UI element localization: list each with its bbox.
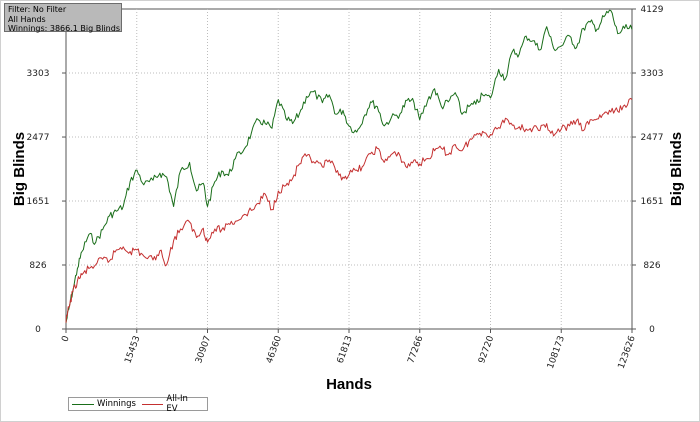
x-tick-label: 108173	[546, 335, 567, 371]
x-tick-label: 123626	[617, 334, 638, 370]
x-tick-label: 30907	[194, 335, 213, 365]
y-tick-label-right: 0	[649, 325, 655, 335]
y-tick-label-left: 2477	[27, 133, 50, 143]
legend-swatch-allin-ev	[141, 403, 164, 405]
filter-text: Filter: No Filter	[8, 5, 67, 14]
winnings-text: Winnings: 3866.1 Big Blinds	[8, 24, 120, 34]
legend-item-winnings: Winnings	[72, 399, 136, 409]
x-axis-ticks: 0 15453 30907 46360 61813 77266 92720 108173 123…	[60, 329, 638, 371]
y-tick-label-right: 2477	[641, 133, 664, 143]
legend-label-allin-ev: All-In EV	[166, 394, 188, 414]
legend: Winnings All-In EV	[68, 394, 208, 414]
legend-label-winnings: Winnings	[97, 399, 136, 409]
x-tick-label: 61813	[336, 335, 355, 365]
y-axis-title-left: Big Blinds	[11, 132, 28, 206]
y-tick-label-right: 4129	[641, 5, 664, 15]
y-axis-title-right: Big Blinds	[668, 132, 685, 206]
y-tick-label-right: 1651	[641, 197, 664, 207]
legend-item-allin-ev: All-In EV	[141, 394, 201, 414]
y-tick-label-right: 826	[643, 261, 660, 271]
winnings-line	[65, 9, 633, 323]
y-tick-label-left: 1651	[27, 197, 50, 207]
filter-info-box: Filter: No Filter All Hands Winnings: 38…	[4, 3, 122, 34]
x-tick-label: 92720	[477, 334, 496, 365]
grid-lines	[66, 9, 632, 329]
x-tick-label: 77266	[406, 334, 425, 365]
y-tick-label-right: 3303	[641, 69, 664, 79]
y-tick-label-left: 0	[35, 325, 41, 335]
x-tick-label: 15453	[123, 335, 142, 365]
allin-ev-line	[65, 97, 633, 323]
legend-swatch-winnings	[72, 403, 94, 405]
hands-filter-text: All Hands	[8, 14, 46, 24]
x-axis-title: Hands	[326, 376, 372, 393]
x-tick-label: 46360	[265, 334, 284, 365]
y-tick-label-left: 826	[29, 261, 46, 271]
series-group	[65, 9, 633, 323]
y-tick-label-left: 3303	[27, 69, 50, 79]
y-axis-right-ticks: 0 826 1651 2477 3303 4129	[632, 5, 664, 335]
x-tick-label: 0	[60, 334, 71, 343]
